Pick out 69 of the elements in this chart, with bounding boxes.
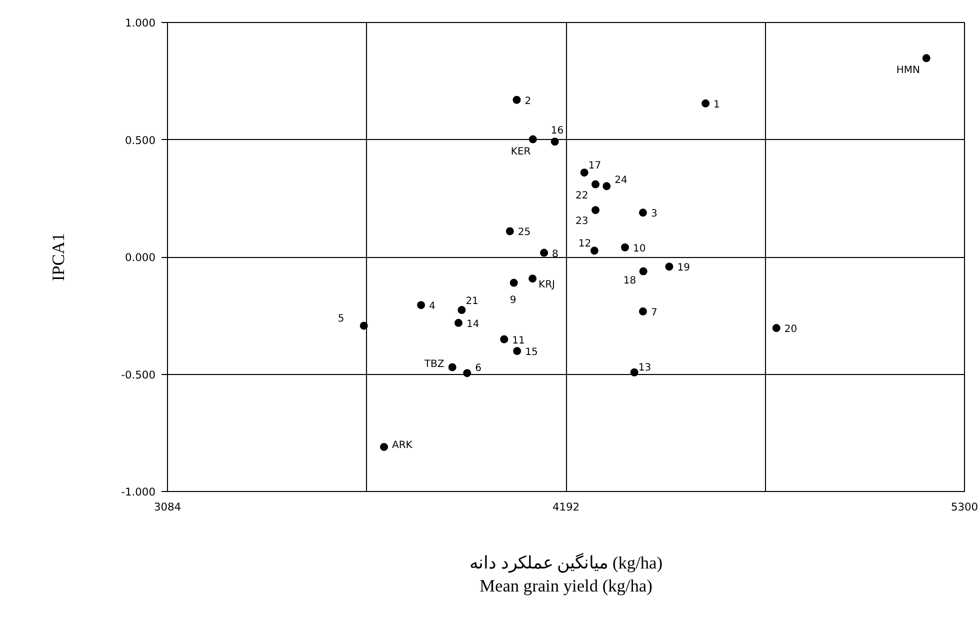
annotation: TBZ [423, 359, 444, 370]
annotation: 16 [550, 126, 564, 137]
point [590, 246, 598, 255]
point [665, 262, 674, 271]
point [506, 227, 514, 236]
annotation: ARK [392, 440, 413, 451]
point [550, 138, 559, 146]
point [638, 208, 647, 217]
point [591, 180, 600, 188]
point [510, 278, 518, 287]
annotation: 8 [552, 248, 558, 260]
point [458, 306, 466, 314]
y-tick-label: 1.000 [124, 16, 156, 30]
annotation: KER [510, 146, 531, 158]
y-tick-label: 0.000 [124, 251, 156, 264]
point [513, 347, 522, 356]
point [580, 168, 588, 177]
annotation: HMN [896, 65, 920, 76]
point [620, 243, 629, 252]
annotation: KRJ [538, 280, 556, 291]
point [528, 274, 537, 283]
annotation: 2 [524, 96, 532, 107]
point [360, 322, 368, 330]
annotation: 12 [578, 238, 592, 250]
point [772, 324, 780, 332]
annotation: 11 [512, 335, 525, 346]
x-tick-label: 4192 [552, 500, 580, 514]
annotation: 5 [338, 314, 344, 325]
point [540, 248, 548, 257]
y-axis-title: IPCA1 [49, 232, 68, 282]
annotation: 24 [614, 175, 628, 186]
y-tick-label: -1.000 [121, 486, 156, 498]
x-tick-label: 5300 [950, 500, 978, 514]
annotation: 6 [475, 363, 482, 374]
point [638, 307, 647, 316]
point [591, 206, 600, 214]
annotation: 19 [677, 262, 690, 274]
annotation: 21 [466, 296, 478, 307]
point [448, 363, 456, 372]
annotation: 18 [623, 275, 636, 286]
point [463, 369, 472, 378]
annotation: 22 [575, 190, 588, 202]
y-tick-label: -0.500 [121, 368, 156, 382]
point [602, 182, 611, 190]
point [380, 442, 388, 451]
annotation: 13 [638, 362, 652, 374]
annotation: 20 [784, 324, 798, 336]
point [528, 135, 537, 144]
annotation: 15 [525, 347, 538, 358]
point [417, 301, 426, 310]
annotation: 9 [510, 294, 516, 306]
annotation: 17 [588, 160, 602, 172]
point [630, 368, 638, 376]
annotation: 10 [632, 243, 646, 254]
point [922, 54, 930, 62]
annotation: 14 [466, 318, 480, 330]
annotation: 25 [518, 227, 531, 238]
annotation: 23 [575, 216, 588, 228]
point [454, 318, 462, 327]
point [702, 99, 710, 108]
point [639, 267, 648, 276]
annotation: 7 [650, 307, 658, 318]
x-tick-label: 3084 [154, 500, 182, 514]
point [500, 335, 508, 344]
annotation: 3 [650, 208, 658, 220]
annotation: 1 [714, 99, 720, 110]
y-tick-label: 0.500 [124, 134, 156, 147]
annotation: 4 [429, 301, 436, 312]
point [512, 96, 521, 104]
